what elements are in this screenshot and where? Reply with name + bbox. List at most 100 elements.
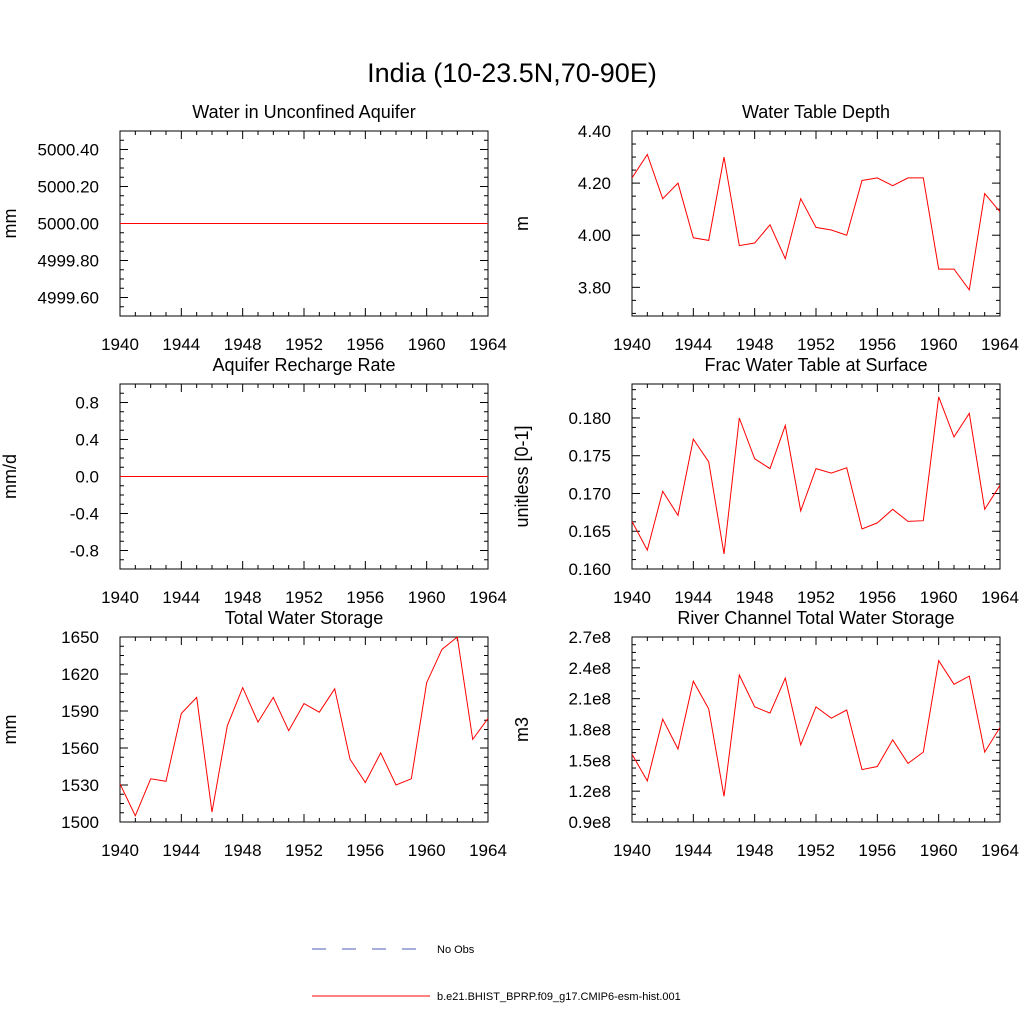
y-tick-label: 4999.80 bbox=[38, 252, 99, 271]
x-tick-label: 1940 bbox=[613, 335, 651, 354]
figure-title: India (10-23.5N,70-90E) bbox=[367, 58, 657, 88]
panel-title: Frac Water Table at Surface bbox=[704, 355, 927, 375]
panel-recharge-rate: Aquifer Recharge Rate mm/d 1940 1944 1948 195… bbox=[0, 355, 507, 607]
y-tick-label: 1500 bbox=[61, 813, 99, 832]
panel-frac-water-table: Frac Water Table at Surface unitless [0-1… bbox=[512, 355, 1019, 607]
y-tick-label: 3.80 bbox=[578, 278, 611, 297]
x-tick-label: 1948 bbox=[224, 335, 262, 354]
y-axis-title: mm bbox=[0, 209, 20, 239]
y-tick-label: 0.0 bbox=[75, 468, 99, 487]
plot-frame bbox=[119, 636, 489, 823]
y-tick-label: 5000.00 bbox=[38, 215, 99, 234]
plot-frame bbox=[631, 130, 1001, 317]
y-axis-title: m bbox=[512, 216, 532, 231]
legend-label-no-obs: No Obs bbox=[437, 944, 475, 956]
y-tick-label: 1650 bbox=[61, 628, 99, 647]
panel-total-water-storage: Total Water Storage mm 1940 1944 1948 1952 195… bbox=[0, 608, 507, 860]
x-tick-label: 1952 bbox=[797, 588, 835, 607]
x-tick-label: 1952 bbox=[797, 841, 835, 860]
x-tick-label: 1948 bbox=[224, 588, 262, 607]
x-tick-label: 1960 bbox=[408, 588, 446, 607]
x-tick-label: 1944 bbox=[162, 588, 200, 607]
y-axis-title: m3 bbox=[512, 717, 532, 742]
x-tick-label: 1940 bbox=[613, 841, 651, 860]
series-line bbox=[631, 153, 1001, 292]
panel-title: Total Water Storage bbox=[225, 608, 383, 628]
x-tick-label: 1960 bbox=[920, 588, 958, 607]
x-tick-label: 1964 bbox=[469, 588, 507, 607]
x-tick-label: 1940 bbox=[101, 335, 139, 354]
y-axis-title: unitless [0-1] bbox=[512, 425, 532, 527]
y-tick-label: 1590 bbox=[61, 702, 99, 721]
x-tick-label: 1960 bbox=[408, 335, 446, 354]
y-tick-label: 5000.20 bbox=[38, 178, 99, 197]
y-tick-label: 1530 bbox=[61, 776, 99, 795]
panel-river-channel-storage: River Channel Total Water Storage m3 1940 1… bbox=[512, 608, 1019, 860]
y-tick-label: 5000.40 bbox=[38, 141, 99, 160]
y-tick-label: 1.8e8 bbox=[568, 721, 611, 740]
y-tick-label: 0.160 bbox=[568, 560, 611, 579]
x-tick-label: 1940 bbox=[101, 841, 139, 860]
y-tick-label: 0.180 bbox=[568, 409, 611, 428]
y-tick-label: 2.4e8 bbox=[568, 659, 611, 678]
x-tick-label: 1948 bbox=[736, 841, 774, 860]
x-tick-label: 1956 bbox=[346, 588, 384, 607]
x-tick-label: 1956 bbox=[858, 335, 896, 354]
x-tick-label: 1956 bbox=[858, 588, 896, 607]
x-tick-label: 1940 bbox=[101, 588, 139, 607]
y-tick-label: 4.40 bbox=[578, 122, 611, 141]
x-tick-label: 1956 bbox=[858, 841, 896, 860]
panel-title: Water Table Depth bbox=[742, 102, 890, 122]
y-tick-label: 0.8 bbox=[75, 394, 99, 413]
y-tick-label: 0.175 bbox=[568, 447, 611, 466]
x-tick-label: 1952 bbox=[797, 335, 835, 354]
x-tick-label: 1952 bbox=[285, 335, 323, 354]
y-tick-label: 1.5e8 bbox=[568, 751, 611, 770]
y-tick-label: 1.2e8 bbox=[568, 782, 611, 801]
y-tick-label: 0.165 bbox=[568, 522, 611, 541]
y-tick-label: -0.8 bbox=[70, 542, 99, 561]
y-tick-label: 4999.60 bbox=[38, 289, 99, 308]
series-line bbox=[119, 636, 489, 818]
y-tick-label: 1560 bbox=[61, 739, 99, 758]
x-tick-label: 1960 bbox=[408, 841, 446, 860]
series-line bbox=[631, 659, 1001, 797]
x-tick-label: 1944 bbox=[674, 335, 712, 354]
x-tick-label: 1960 bbox=[920, 335, 958, 354]
x-tick-label: 1948 bbox=[736, 335, 774, 354]
x-tick-label: 1964 bbox=[981, 335, 1019, 354]
x-tick-label: 1956 bbox=[346, 841, 384, 860]
x-tick-label: 1944 bbox=[674, 841, 712, 860]
y-tick-label: 1620 bbox=[61, 665, 99, 684]
panel-title: Water in Unconfined Aquifer bbox=[192, 102, 415, 122]
x-tick-label: 1952 bbox=[285, 841, 323, 860]
series-line bbox=[631, 396, 1001, 554]
panel-title: River Channel Total Water Storage bbox=[677, 608, 954, 628]
panel-aquifer-water: Water in Unconfined Aquifer mm 1940 1944 194… bbox=[0, 102, 507, 354]
y-tick-label: 2.7e8 bbox=[568, 628, 611, 647]
y-tick-label: 4.00 bbox=[578, 226, 611, 245]
x-tick-label: 1952 bbox=[285, 588, 323, 607]
x-tick-label: 1944 bbox=[162, 841, 200, 860]
x-tick-label: 1964 bbox=[981, 588, 1019, 607]
x-tick-label: 1964 bbox=[469, 841, 507, 860]
panel-title: Aquifer Recharge Rate bbox=[212, 355, 395, 375]
y-tick-label: 2.1e8 bbox=[568, 690, 611, 709]
x-tick-label: 1956 bbox=[346, 335, 384, 354]
x-tick-label: 1948 bbox=[736, 588, 774, 607]
y-tick-label: 0.9e8 bbox=[568, 813, 611, 832]
x-tick-label: 1944 bbox=[162, 335, 200, 354]
x-tick-label: 1948 bbox=[224, 841, 262, 860]
y-tick-label: 4.20 bbox=[578, 174, 611, 193]
plot-frame bbox=[631, 636, 1001, 823]
y-axis-title: mm bbox=[0, 715, 20, 745]
panel-water-table-depth: Water Table Depth m 1940 1944 1948 1952 1956 19… bbox=[512, 102, 1019, 354]
legend: No Obs b.e21.BHIST_BPRP.f09_g17.CMIP6-es… bbox=[312, 944, 681, 1003]
y-axis-title: mm/d bbox=[0, 454, 20, 499]
x-tick-label: 1964 bbox=[981, 841, 1019, 860]
y-tick-label: -0.4 bbox=[70, 505, 99, 524]
y-tick-label: 0.4 bbox=[75, 431, 99, 450]
x-tick-label: 1940 bbox=[613, 588, 651, 607]
x-tick-label: 1960 bbox=[920, 841, 958, 860]
